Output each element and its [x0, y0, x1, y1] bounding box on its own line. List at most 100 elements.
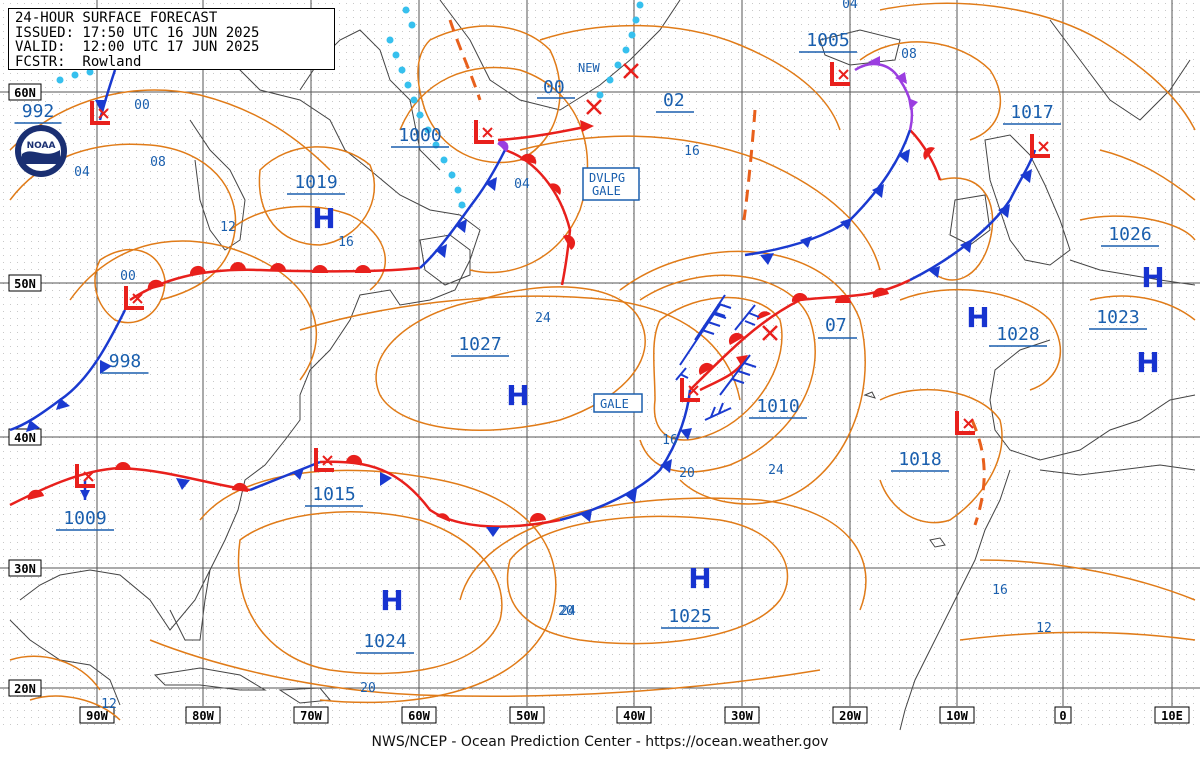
pressure-labels: 1019 1027 1024 1025 1028 1026 1023 1000 998 1009 1… [14, 30, 1159, 654]
isobar [459, 497, 867, 611]
isobar-label: 20 [679, 466, 695, 481]
isobar [299, 295, 741, 401]
label-07: 07 [825, 315, 847, 336]
noaa-logo: NOAA [15, 125, 67, 177]
cold-front [559, 389, 692, 522]
isobar [929, 177, 994, 281]
high-centers: H H H H H H H [312, 202, 1164, 617]
valid-time: VALID: 12:00 UTC 17 JUN 2025 [15, 39, 260, 55]
svg-text:1009: 1009 [63, 508, 106, 529]
isobar [539, 24, 841, 131]
svg-text:1019: 1019 [294, 172, 337, 193]
low-symbol [90, 101, 110, 125]
isobar [94, 249, 166, 324]
isobar [375, 286, 646, 431]
isobar [149, 639, 821, 698]
svg-text:1023: 1023 [1096, 307, 1139, 328]
troughs [448, 19, 986, 526]
lat-label: 20N [8, 679, 42, 697]
svg-text:0: 0 [1059, 709, 1066, 723]
isobar [506, 515, 789, 645]
coast-azores [863, 391, 876, 399]
pressure-label: 1010 [749, 396, 807, 419]
footer-credit: NWS/NCEP - Ocean Prediction Center - htt… [371, 734, 829, 750]
svg-text:20N: 20N [14, 682, 36, 696]
svg-text:1024: 1024 [363, 631, 406, 652]
forecast-header: 24-HOUR SURFACE FORECAST ISSUED: 17:50 U… [8, 8, 335, 70]
forecast-x [762, 325, 778, 341]
svg-text:10E: 10E [1161, 709, 1183, 723]
isobars [9, 2, 1196, 721]
svg-text:1017: 1017 [1010, 102, 1053, 123]
isobar-label: 24 [560, 604, 576, 619]
pressure-label: 1005 [799, 30, 857, 53]
high-symbol: H [966, 301, 989, 334]
cold-front [9, 309, 127, 432]
isobar-label: 16 [338, 235, 354, 250]
isobar [69, 240, 318, 381]
lon-label: 20W [832, 706, 868, 724]
label-02: 02 [663, 90, 685, 111]
svg-text:1027: 1027 [458, 334, 501, 355]
isobar [899, 288, 1061, 391]
svg-text:1015: 1015 [312, 484, 355, 505]
storm-track-heads [580, 120, 748, 367]
ice-edge [56, 1, 644, 209]
low-symbol [75, 464, 95, 488]
coast-uk [984, 134, 1071, 266]
lon-label: 40W [616, 706, 652, 724]
svg-text:1010: 1010 [756, 396, 799, 417]
lon-label: 10E [1154, 706, 1190, 724]
warm-front-marks [27, 147, 935, 522]
isobar [399, 66, 589, 274]
coast-north-america [19, 19, 481, 631]
noaa-logo-text: NOAA [27, 141, 56, 151]
lon-label: 60W [401, 706, 437, 724]
svg-text:90W: 90W [86, 709, 108, 723]
isobar-label: 20 [360, 681, 376, 696]
isobar-label: 20 [558, 604, 574, 619]
low-symbol [1030, 134, 1050, 158]
svg-text:40N: 40N [14, 431, 36, 445]
isobar-label: 04 [74, 165, 90, 180]
pressure-label: 1027 [451, 334, 509, 357]
isobar [639, 274, 816, 473]
forecast-title: 24-HOUR SURFACE FORECAST [15, 10, 218, 26]
coast-iberia [989, 339, 1196, 461]
high-symbol: H [506, 379, 529, 412]
lon-label: 0 [1054, 706, 1072, 724]
isobar [959, 631, 1196, 641]
pressure-label: 1024 [356, 631, 414, 654]
pressure-label: 1015 [305, 484, 363, 507]
isobar-label: 12 [220, 220, 236, 235]
lon-label: 50W [509, 706, 545, 724]
svg-text:30N: 30N [14, 562, 36, 576]
lon-label: 80W [185, 706, 221, 724]
coast-canaries [929, 537, 946, 548]
high-symbol: H [1136, 346, 1159, 379]
devgale-label-1: DVLPG [589, 171, 625, 185]
storm-track [497, 124, 591, 142]
dot-grid [0, 0, 1200, 730]
isobar [237, 511, 503, 675]
isobar-label: 12 [101, 697, 117, 712]
pressure-label: 1009 [56, 508, 114, 531]
coast-ireland [949, 194, 991, 246]
trough [448, 19, 482, 101]
low-centers [75, 62, 1050, 488]
svg-text:1018: 1018 [898, 449, 941, 470]
low-symbol [474, 120, 494, 144]
pressure-label: 1018 [891, 449, 949, 472]
isobar-label: 24 [535, 311, 551, 326]
lat-label: 50N [8, 274, 42, 292]
svg-text:1028: 1028 [996, 324, 1039, 345]
isobar [979, 559, 1196, 601]
gale-label: GALE [600, 397, 629, 411]
isobar-label: 04 [842, 0, 858, 12]
coast-greenland [439, 0, 681, 111]
svg-text:50W: 50W [516, 709, 538, 723]
grid-labels: 60N 50N 40N 30N 20N 90W 80W 70W 60W 50W 40W 30W 20W 1… [8, 83, 1190, 724]
coast-gulf [9, 619, 121, 706]
